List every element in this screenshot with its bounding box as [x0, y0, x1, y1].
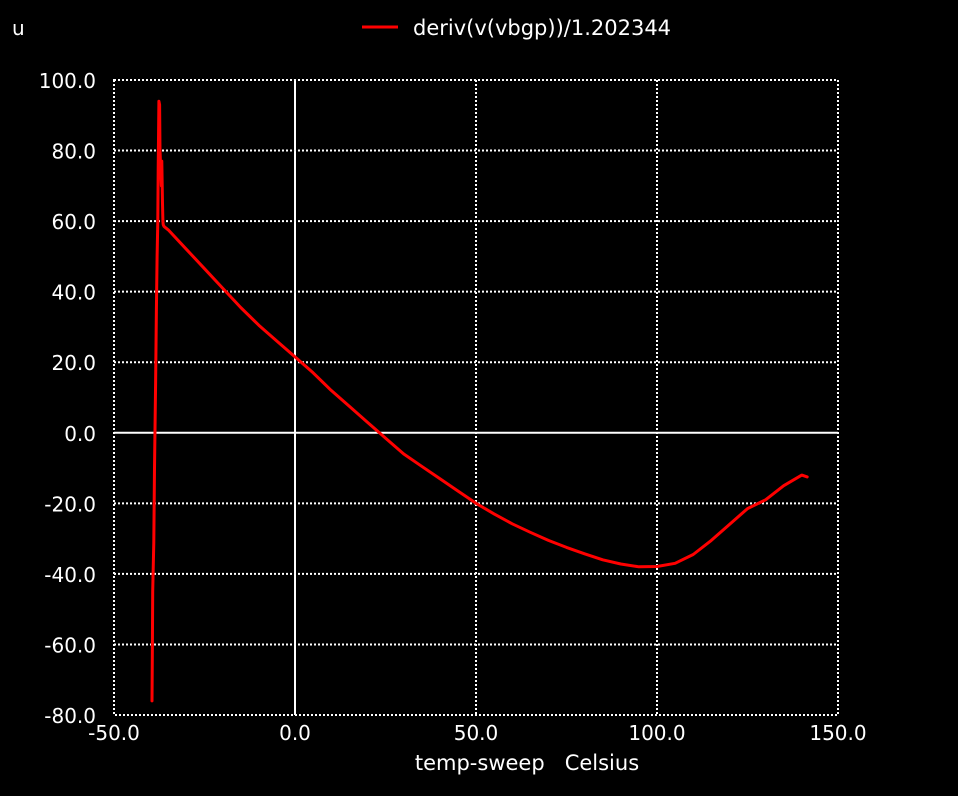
y-tick-label: -80.0 [44, 704, 96, 728]
y-tick-label: -20.0 [44, 492, 96, 516]
y-tick-label: 40.0 [51, 281, 96, 305]
x-tick-label: -50.0 [88, 721, 140, 745]
y-tick-label: 100.0 [39, 69, 96, 93]
legend: deriv(v(vbgp))/1.202344 [362, 16, 671, 40]
x-tick-label: 100.0 [628, 721, 685, 745]
series-line [150, 99, 809, 703]
x-tick-label: 0.0 [279, 721, 311, 745]
axes [114, 80, 838, 715]
x-tick-label: 50.0 [454, 721, 499, 745]
y-tick-label: 20.0 [51, 351, 96, 375]
y-tick-label: 80.0 [51, 140, 96, 164]
y-tick-label: -40.0 [44, 563, 96, 587]
x-axis-label: temp-sweep Celsius [415, 751, 639, 775]
tick-labels: -50.0 0.0 50.0 100.0 150.0 100.0 80.0 60.0 40.0 2… [39, 69, 867, 745]
grid [113, 79, 839, 716]
series-lines [150, 99, 809, 703]
y-unit-label: u [12, 16, 25, 40]
y-tick-label: -60.0 [44, 633, 96, 657]
x-tick-label: 150.0 [809, 721, 866, 745]
y-tick-label: 60.0 [51, 210, 96, 234]
y-tick-label: 0.0 [64, 422, 96, 446]
legend-label: deriv(v(vbgp))/1.202344 [413, 16, 671, 40]
